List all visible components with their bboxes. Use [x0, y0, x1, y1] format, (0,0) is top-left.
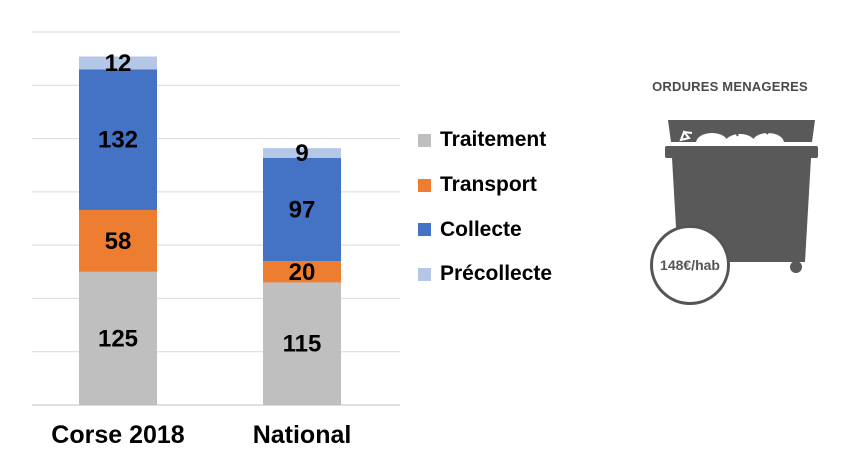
data-label: 20	[289, 259, 316, 286]
bar-segment-traitement	[263, 282, 341, 405]
stacked-bar-chart: 125 58 132 12 115 20 97 9 Corse 2018 National	[32, 31, 400, 449]
legend-swatch	[418, 267, 431, 281]
legend-label: Collecte	[440, 217, 522, 241]
legend-item: Traitement	[418, 118, 552, 163]
data-label: 97	[289, 196, 316, 223]
data-label: 125	[98, 325, 138, 352]
data-label: 132	[98, 127, 138, 154]
household-waste-infographic: ORDURES MENAGERES 148€/hab	[630, 70, 835, 310]
data-label: 58	[105, 228, 132, 255]
legend-item: Collecte	[418, 207, 552, 252]
bar-segment-pr-collecte	[79, 56, 157, 70]
category-labels: Corse 2018 National	[51, 421, 351, 449]
bar-segment-collecte	[263, 157, 341, 262]
infographic-title: ORDURES MENAGERES	[652, 79, 808, 94]
legend-item: Transport	[418, 163, 552, 208]
bar-segment-collecte	[79, 69, 157, 210]
legend: Traitement Transport Collecte Précollecte	[418, 118, 552, 297]
data-labels: 125 58 132 12 115 20 97 9	[98, 50, 321, 358]
bar-segment-traitement	[79, 271, 157, 405]
legend-label: Précollecte	[440, 262, 553, 286]
legend-item: Précollecte	[418, 252, 552, 297]
legend-swatch	[418, 223, 431, 237]
legend-label: Transport	[440, 173, 537, 197]
data-label: 115	[283, 331, 322, 358]
category-label: National	[253, 421, 352, 449]
legend-swatch	[418, 133, 431, 147]
category-label: Corse 2018	[51, 421, 185, 449]
bar-segment-transport	[79, 209, 157, 272]
data-label: 12	[105, 50, 132, 77]
bar-segment-transport	[263, 261, 341, 283]
price-badge: 148€/hab	[650, 225, 730, 305]
legend-label: Traitement	[440, 128, 547, 152]
bars	[79, 56, 341, 405]
data-label: 9	[295, 140, 308, 167]
bar-segment-pr-collecte	[263, 148, 341, 158]
legend-swatch	[418, 178, 431, 192]
